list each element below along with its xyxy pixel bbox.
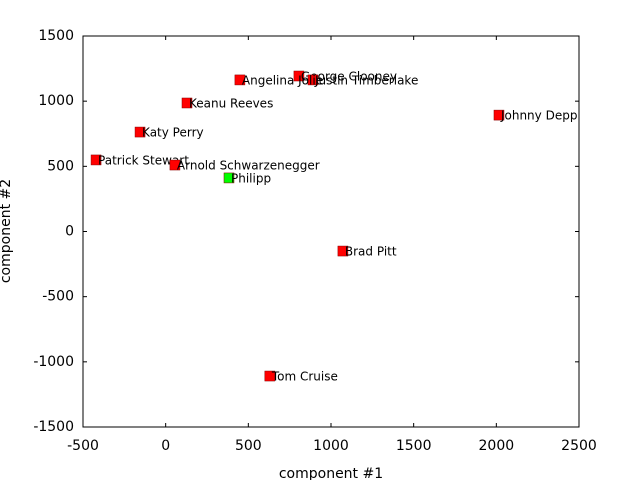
y-tick-label: -1000	[33, 354, 74, 370]
point	[134, 126, 146, 138]
x-tick-label: 1000	[313, 438, 349, 454]
point-label: Johnny Depp	[500, 109, 577, 123]
y-tick-label: 1500	[38, 28, 74, 44]
x-tick-label: -500	[67, 438, 99, 454]
y-tick-label: -500	[42, 289, 74, 305]
point-label: Justin Timberlake	[314, 73, 418, 87]
plot-frame	[82, 35, 580, 428]
point-label: Angelina Jolie	[242, 73, 323, 87]
point	[90, 154, 102, 166]
point-label: Katy Perry	[142, 126, 204, 140]
y-tick-label: 1000	[38, 93, 74, 109]
y-tick-label: 500	[47, 158, 74, 174]
y-tick-label: 0	[65, 224, 74, 240]
x-tick-label: 2000	[479, 438, 515, 454]
point	[307, 74, 319, 86]
point-label: Keanu Reeves	[189, 96, 273, 110]
x-tick-label: 2500	[561, 438, 597, 454]
point-label: Philipp	[231, 171, 271, 185]
point	[264, 370, 276, 382]
point	[293, 70, 305, 82]
x-tick-label: 0	[161, 438, 170, 454]
x-tick-label: 1500	[396, 438, 432, 454]
x-tick-label: 500	[235, 438, 262, 454]
point-label: Patrick Stewart	[98, 153, 189, 167]
point-label: Tom Cruise	[271, 370, 338, 384]
point-label: Brad Pitt	[345, 245, 397, 259]
point-label: Arnold Schwarzenegger	[177, 159, 320, 173]
point	[234, 74, 246, 86]
point	[181, 97, 193, 109]
point	[223, 172, 235, 184]
x-axis-label: component #1	[279, 466, 383, 480]
point	[169, 159, 181, 171]
point	[337, 245, 349, 257]
y-tick-label: -1500	[33, 419, 74, 435]
point	[493, 109, 505, 121]
point-label: George Clooney	[301, 70, 397, 84]
y-axis-label: component #2	[0, 179, 14, 283]
